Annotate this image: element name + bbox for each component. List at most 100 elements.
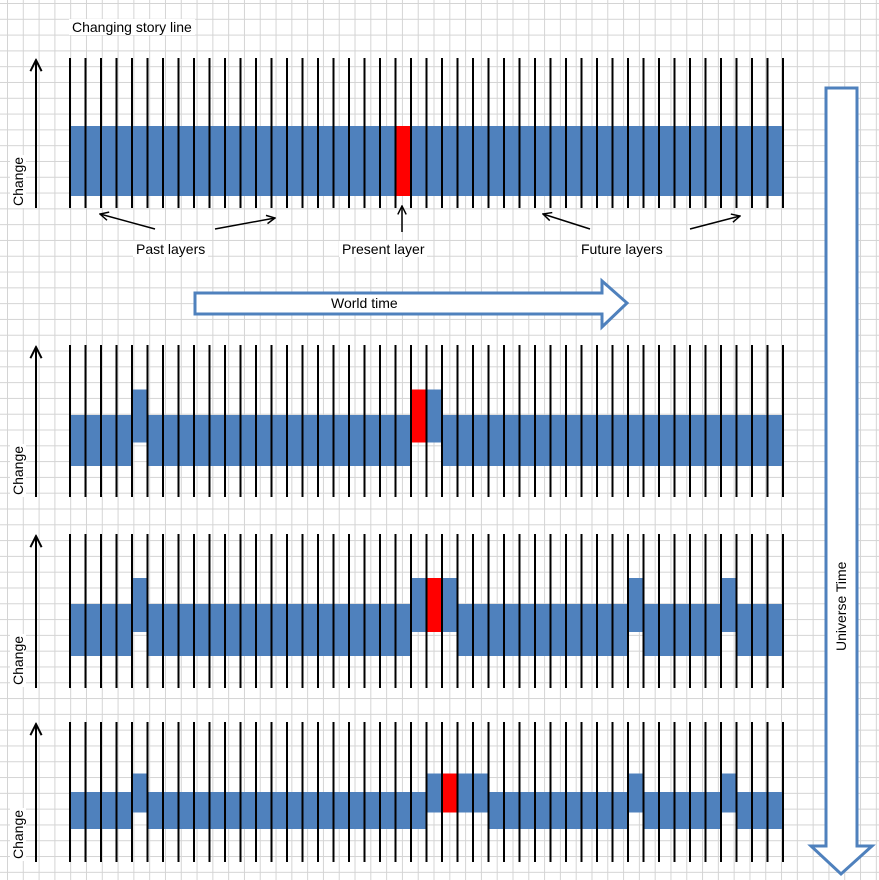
- layer-slice: [302, 126, 319, 196]
- layer-slice: [442, 126, 459, 196]
- layer-slice: [101, 126, 118, 196]
- layer-slice: [116, 792, 133, 829]
- layer-slice: [287, 604, 304, 656]
- layer-slice: [411, 126, 428, 196]
- layer-slice: [240, 415, 257, 466]
- layer-slice: [721, 773, 738, 813]
- layer-slice: [147, 126, 164, 196]
- layer-slice: [132, 126, 149, 196]
- present-layer-slice: [442, 773, 459, 813]
- layer-slice: [473, 415, 490, 466]
- layer-slice: [628, 773, 645, 813]
- layer-slice: [597, 415, 614, 466]
- layer-slice: [674, 792, 691, 829]
- layer-slice: [318, 604, 335, 656]
- layer-slice: [426, 389, 443, 443]
- layer-slice: [550, 604, 567, 656]
- layer-slice: [116, 126, 133, 196]
- layer-slice: [721, 126, 738, 196]
- change-axis-label-4: Change: [10, 807, 26, 861]
- layer-row-4: [36, 722, 784, 862]
- layer-slice: [333, 415, 350, 466]
- layer-slice: [178, 126, 195, 196]
- layer-slice: [364, 126, 381, 196]
- layer-slice: [736, 126, 753, 196]
- layer-slice: [333, 792, 350, 829]
- layer-slice: [318, 415, 335, 466]
- layer-slice: [690, 604, 707, 656]
- layer-slice: [721, 415, 738, 466]
- layer-slice: [225, 792, 242, 829]
- layer-slice: [457, 126, 474, 196]
- world-time-label: World time: [331, 295, 398, 311]
- layer-slice: [504, 792, 521, 829]
- layer-slice: [256, 126, 273, 196]
- layer-slice: [457, 773, 474, 813]
- layer-slice: [101, 415, 118, 466]
- layer-slice: [643, 792, 660, 829]
- layer-slice: [628, 578, 645, 632]
- layer-slice: [457, 604, 474, 656]
- universe-time-arrow: [807, 86, 876, 877]
- layer-slice: [581, 126, 598, 196]
- layer-slice: [566, 792, 583, 829]
- layer-slice: [473, 126, 490, 196]
- layer-slice: [566, 604, 583, 656]
- layer-slice: [767, 126, 784, 196]
- layer-slice: [690, 415, 707, 466]
- layer-slice: [705, 415, 722, 466]
- layer-slice: [767, 792, 784, 829]
- layer-slice: [581, 604, 598, 656]
- layer-slice: [674, 604, 691, 656]
- layer-slice: [209, 415, 226, 466]
- layer-slice: [163, 415, 180, 466]
- layer-slice: [550, 126, 567, 196]
- layer-slice: [488, 415, 505, 466]
- layer-slice: [101, 604, 118, 656]
- layer-slice: [287, 126, 304, 196]
- layer-slice: [163, 604, 180, 656]
- layer-slice: [504, 415, 521, 466]
- layer-slice: [132, 773, 149, 813]
- layer-slice: [736, 415, 753, 466]
- layer-slice: [349, 126, 366, 196]
- layer-slice: [597, 604, 614, 656]
- layer-slice: [705, 792, 722, 829]
- layer-slice: [85, 415, 102, 466]
- universe-time-label: Universe Time: [833, 561, 849, 651]
- layer-slice: [519, 126, 536, 196]
- layer-slice: [380, 792, 397, 829]
- layer-slice: [395, 604, 412, 656]
- layer-slice: [395, 792, 412, 829]
- layer-slice: [70, 126, 87, 196]
- layer-slice: [674, 415, 691, 466]
- layer-slice: [85, 126, 102, 196]
- present-layer-label: Present layer: [339, 241, 428, 257]
- layer-row-2: [36, 345, 784, 497]
- layer-slice: [535, 126, 552, 196]
- layer-slice: [147, 792, 164, 829]
- layer-slice: [488, 792, 505, 829]
- layer-slice: [194, 415, 211, 466]
- world-time-arrow: [193, 277, 630, 331]
- layer-slice: [178, 415, 195, 466]
- layer-slice: [535, 415, 552, 466]
- layer-row-3: [36, 534, 784, 688]
- layer-slice: [411, 792, 428, 829]
- layer-slice: [225, 126, 242, 196]
- layer-row-1: [36, 58, 784, 208]
- layer-slice: [519, 792, 536, 829]
- layer-slice: [163, 792, 180, 829]
- layer-slice: [101, 792, 118, 829]
- layer-slice: [767, 415, 784, 466]
- layer-slice: [659, 415, 676, 466]
- future-layers-arrow-right: [689, 216, 740, 230]
- layer-slice: [380, 604, 397, 656]
- layer-slice: [690, 126, 707, 196]
- layer-slice: [209, 792, 226, 829]
- layer-slice: [209, 604, 226, 656]
- layer-slice: [721, 578, 738, 632]
- layer-slice: [581, 415, 598, 466]
